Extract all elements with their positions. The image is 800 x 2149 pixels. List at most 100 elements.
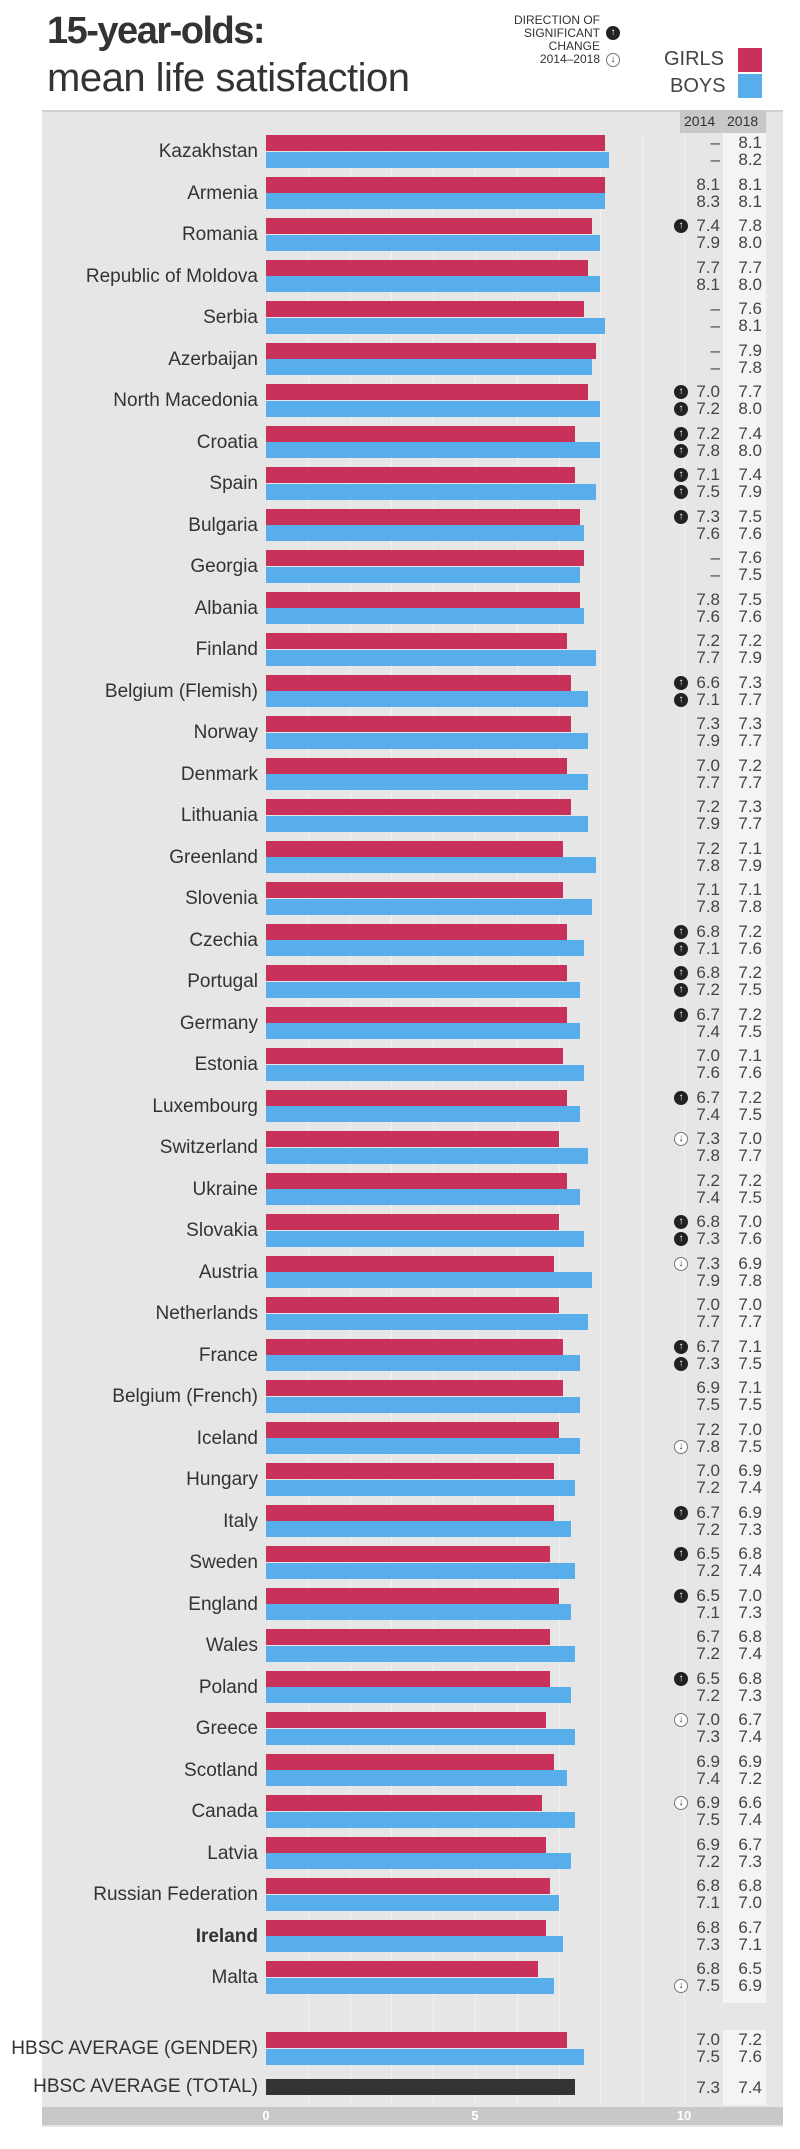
girls-2014-value: 6.9 (696, 1834, 720, 1854)
direction-legend-line: DIRECTION OF (514, 13, 600, 27)
legend-boys-swatch (738, 74, 762, 98)
country-label: England (188, 1593, 258, 1615)
boys-2018-value: 7.5 (738, 1395, 762, 1414)
country-boys-bar (266, 1728, 576, 1745)
country-girls-bar (266, 1338, 563, 1355)
country-label: Croatia (196, 431, 258, 453)
girls-2018-value: 7.1 (738, 838, 762, 858)
country-boys-bar (266, 1230, 584, 1247)
arrow-down-icon: ↓ (674, 1979, 688, 1993)
girls-2018-value: 7.9 (738, 340, 762, 360)
country-girls-bar (266, 1006, 567, 1023)
boys-2014-value: 7.9 (696, 1270, 720, 1290)
girls-2014-value: – (710, 340, 720, 360)
arrow-up-icon: ↑ (674, 675, 688, 690)
girls-2018-value: 7.2 (738, 921, 762, 941)
country-girls-bar (266, 1753, 555, 1770)
x-tick-label: 10 (676, 2108, 692, 2123)
country-boys-bar (266, 774, 588, 790)
arrow-up-icon: ↑ (674, 1090, 688, 1105)
country-boys-bar (266, 898, 593, 915)
boys-2018-value: 7.1 (738, 1934, 762, 1954)
girls-2014-value: 6.7 (696, 1336, 720, 1356)
country-girls-bar (266, 259, 588, 276)
country-boys-bar (266, 359, 593, 375)
arrow-up-icon: ↑ (674, 983, 688, 997)
country-boys-bar (266, 1521, 572, 1537)
girls-2014-value: 6.7 (696, 1627, 720, 1646)
arrow-down-icon: ↓ (674, 1132, 688, 1146)
boys-2014-value: 7.5 (696, 482, 720, 501)
girls-2014-value: 7.0 (696, 382, 720, 401)
girls-2014-value: – (710, 548, 720, 567)
boys-2014-value: 7.9 (696, 731, 720, 750)
boys-2018-value: 8.0 (738, 399, 762, 418)
girls-2014-value: 7.0 (696, 1295, 720, 1314)
arrow-up-icon: ↑ (674, 966, 688, 980)
girls-2014-value: 7.3 (696, 1129, 720, 1148)
arrow-up-icon: ↑ (674, 468, 688, 482)
boys-2014-value: – (710, 150, 720, 169)
boys-2014-value: 8.3 (696, 191, 720, 211)
country-girls-bar (266, 1546, 551, 1562)
girls-2018-value: 7.4 (738, 423, 762, 443)
country-girls-bar (266, 1297, 559, 1313)
girls-2018-value: 7.2 (738, 2030, 762, 2049)
arrow-up-icon: ↑ (674, 402, 688, 416)
girls-2018-value: 7.1 (738, 1046, 762, 1065)
country-girls-bar (266, 384, 588, 400)
boys-2014-value: 7.2 (696, 1644, 720, 1663)
country-label: Poland (198, 1676, 258, 1698)
arrow-up-icon: ↑ (674, 1547, 688, 1561)
girls-2014-value: 7.2 (696, 1419, 720, 1439)
total-2014-value: 7.3 (696, 2078, 720, 2097)
boys-2014-value: 7.4 (696, 1104, 720, 1124)
girls-2018-value: 7.1 (738, 880, 762, 899)
country-girls-bar (266, 1587, 559, 1604)
country-label: Lithuania (180, 805, 258, 826)
boys-2014-value: 7.8 (696, 1146, 720, 1165)
boys-2014-value: 7.1 (696, 1602, 720, 1622)
x-tick-label: 5 (471, 2108, 479, 2123)
country-girls-bar (266, 342, 597, 359)
country-boys-bar (266, 1811, 576, 1828)
boys-2014-value: 7.5 (696, 1810, 720, 1829)
arrow-up-icon: ↑ (674, 426, 688, 441)
girls-2014-value: 7.3 (696, 1253, 720, 1273)
country-label: Estonia (194, 1054, 258, 1075)
country-girls-bar (266, 218, 593, 234)
column-header-2018: 2018 (727, 113, 759, 129)
x-tick-label: 0 (262, 2108, 270, 2123)
country-boys-bar (266, 1396, 580, 1413)
country-girls-bar (266, 1048, 563, 1064)
girls-2014-value: 6.7 (696, 1502, 720, 1522)
country-label: Georgia (190, 556, 258, 577)
average-total-label: HBSC AVERAGE (TOTAL) (33, 2076, 258, 2097)
girls-2018-value: 7.5 (738, 589, 762, 609)
country-girls-bar (266, 1380, 563, 1396)
boys-2014-value: 7.8 (696, 440, 720, 460)
country-girls-bar (266, 882, 563, 898)
country-girls-bar (266, 1255, 555, 1272)
boys-2018-value: 7.9 (738, 648, 762, 667)
country-boys-bar (266, 1894, 559, 1911)
girls-2018-value: 7.2 (738, 1170, 762, 1190)
country-boys-bar (266, 981, 580, 998)
boys-2018-value: 7.9 (738, 855, 762, 875)
boys-2014-value: 7.9 (696, 814, 720, 833)
boys-2018-value: 7.5 (738, 1187, 762, 1207)
girls-2014-value: 7.0 (696, 1461, 720, 1480)
girls-2014-value: 6.8 (696, 1917, 720, 1937)
boys-2018-value: 7.5 (738, 1104, 762, 1124)
country-label: Belgium (French) (112, 1386, 258, 1407)
country-boys-bar (266, 732, 588, 749)
arrow-up-icon: ↑ (674, 1007, 688, 1022)
gridline (642, 133, 644, 2105)
boys-2018-value: 7.7 (738, 731, 762, 750)
girls-2014-value: 7.4 (696, 216, 720, 235)
gridline (684, 133, 685, 2105)
country-label: France (198, 1344, 258, 1366)
boys-2018-value: 7.4 (738, 1810, 762, 1829)
boys-2014-value: 7.6 (696, 1063, 720, 1082)
